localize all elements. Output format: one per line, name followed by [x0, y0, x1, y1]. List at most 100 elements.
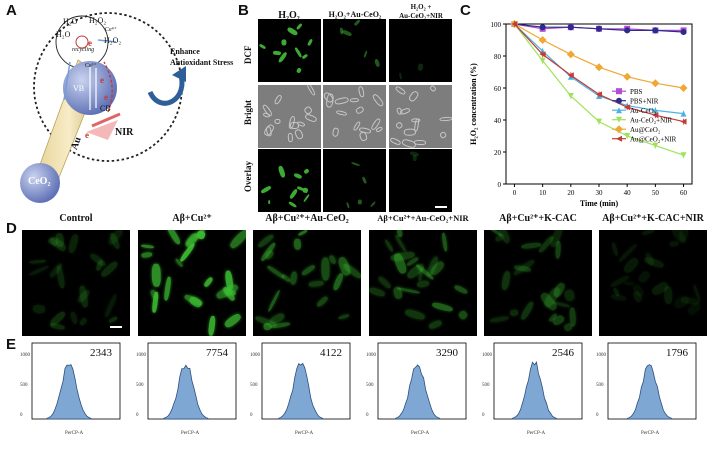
histogram-y-tick: 500 — [596, 383, 604, 388]
histogram-y-tick: 1000 — [250, 353, 260, 358]
mean-fluorescence-value: 1796 — [666, 347, 688, 359]
cell-blob — [260, 185, 272, 194]
cell-blob — [308, 38, 314, 46]
panel-d-column-header: Aβ+Cu²⁺+Au-CeO₂ — [265, 213, 349, 224]
cell-blob — [305, 85, 316, 97]
label-electron-3: e — [85, 130, 89, 140]
histogram-y-tick: 500 — [20, 383, 28, 388]
label-h2o2-1: H₂O₂ — [89, 16, 107, 25]
scale-bar — [110, 326, 122, 328]
cell-blob — [78, 316, 88, 327]
histogram-fill — [395, 364, 440, 420]
cell-blob — [369, 287, 386, 298]
cell-blob — [395, 121, 404, 130]
cell-blob — [354, 105, 365, 115]
data-point — [595, 63, 603, 72]
cell-blob — [208, 315, 217, 336]
flow-histogram: 7754 PerCP-A 0 500 1000 — [136, 341, 238, 441]
cell-blob — [454, 284, 469, 295]
data-point — [596, 118, 602, 125]
cell-blob — [500, 270, 511, 291]
histogram-y-tick: 0 — [250, 413, 253, 418]
cell-blob — [268, 199, 271, 204]
data-point — [651, 79, 660, 88]
label-cb: CB — [100, 104, 111, 113]
panel-d-image — [253, 230, 361, 336]
cell-blob — [266, 289, 281, 312]
cell-blob — [563, 288, 576, 302]
cell-blob — [316, 295, 330, 308]
y-tick-label: 20 — [494, 149, 502, 157]
flow-histogram: 1796 PerCP-A 0 500 1000 — [596, 341, 698, 441]
cell-blob — [351, 161, 361, 167]
cell-blob — [304, 113, 318, 124]
panel-a-schematic — [20, 12, 186, 203]
data-point — [616, 88, 622, 95]
cell-blob — [287, 133, 293, 143]
cell-blob — [636, 269, 651, 285]
data-point — [623, 72, 632, 81]
mean-fluorescence-value: 3290 — [436, 347, 458, 359]
cell-blob — [357, 86, 365, 98]
cell-blob — [293, 128, 305, 141]
panel-label-d: D — [6, 220, 17, 237]
cell-blob — [287, 201, 297, 210]
cell-blob — [394, 85, 407, 96]
cell-blob — [78, 284, 89, 308]
cell-blob — [69, 311, 78, 324]
data-point — [616, 116, 622, 123]
histogram-plot — [493, 342, 583, 420]
y-tick-label: 0 — [498, 181, 502, 189]
panel-d-column-header: Control — [59, 213, 93, 224]
panel-b-image — [389, 19, 452, 82]
cell-blob — [165, 230, 182, 247]
cell-blob — [27, 264, 49, 277]
histogram-y-tick: 500 — [136, 383, 144, 388]
histogram-y-tick: 1000 — [20, 353, 30, 358]
data-point — [616, 107, 622, 114]
panel-b-image — [323, 85, 386, 148]
cell-blob — [258, 43, 267, 50]
histogram-x-label: PerCP-A — [65, 431, 84, 436]
mean-fluorescence-value: 4122 — [320, 347, 342, 359]
histogram-fill — [512, 361, 557, 420]
panel-c-chart: 0 20 40 60 80 100 0 10 20 30 40 50 60 Time (min) H₂O₂ … — [469, 20, 693, 208]
label-h2o-1: H₂O — [63, 17, 78, 26]
panel-b-image — [258, 19, 321, 82]
cell-blob — [338, 313, 351, 320]
cell-blob — [371, 92, 385, 108]
panel-label-c: C — [460, 2, 471, 19]
label-vb: VB — [73, 84, 85, 93]
label-ceo2: CeO₂ — [28, 176, 51, 187]
cell-blob — [273, 119, 281, 125]
cell-blob — [440, 232, 448, 252]
cell-blob — [49, 322, 65, 331]
data-point — [596, 91, 602, 98]
panel-b-image — [323, 19, 386, 82]
cell-blob — [414, 139, 427, 145]
cell-blob — [399, 72, 403, 80]
data-point — [624, 27, 631, 34]
label-cycle: recycling — [72, 47, 95, 53]
histogram-y-tick: 0 — [482, 413, 485, 418]
cell-blob — [335, 109, 347, 117]
panel-b-row-2: Bright — [243, 99, 253, 125]
data-point — [539, 57, 546, 64]
mean-fluorescence-value: 2343 — [90, 347, 112, 359]
cell-blob — [611, 241, 619, 256]
label-enhance: Enhance — [170, 47, 200, 56]
cell-blob — [104, 294, 118, 318]
legend-label: Au-CeO₂+NIR — [630, 117, 672, 125]
data-point — [624, 104, 631, 111]
legend-label: PBS — [630, 88, 643, 96]
cell-blob — [429, 85, 438, 93]
panel-d-column-header: Aβ+Cu²⁺ — [172, 213, 212, 224]
data-point — [539, 51, 546, 58]
data-point — [652, 142, 659, 149]
data-point — [567, 93, 574, 99]
label-nir: NIR — [115, 127, 134, 138]
histogram-y-tick: 1000 — [596, 353, 606, 358]
label-h2o2-2: H₂O₂ — [104, 36, 122, 45]
cell-blob — [610, 293, 627, 302]
panel-d-image — [138, 230, 246, 336]
